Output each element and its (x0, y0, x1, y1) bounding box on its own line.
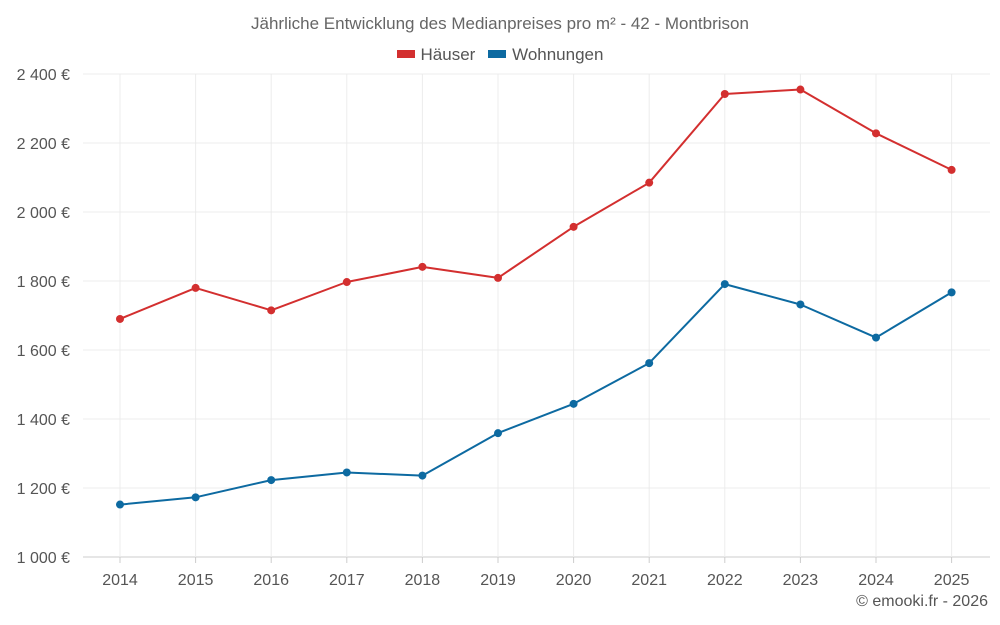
data-point-wohnungen[interactable] (645, 359, 654, 368)
legend-label-haeuser: Häuser (420, 44, 476, 64)
x-tick-label: 2017 (329, 572, 365, 589)
data-point-haeuser[interactable] (569, 222, 578, 231)
x-tick-label: 2020 (556, 572, 592, 589)
legend-label-wohnungen: Wohnungen (512, 44, 604, 64)
x-tick-label: 2018 (405, 572, 441, 589)
x-tick-label: 2023 (783, 572, 819, 589)
x-tick-label: 2014 (102, 572, 138, 589)
y-tick-label: 2 000 € (17, 205, 70, 222)
x-tick-label: 2021 (631, 572, 667, 589)
data-point-haeuser[interactable] (267, 306, 276, 315)
x-tick-label: 2025 (934, 572, 970, 589)
data-point-wohnungen[interactable] (947, 288, 956, 297)
chart-title: Jährliche Entwicklung des Medianpreises … (251, 14, 749, 33)
data-point-wohnungen[interactable] (569, 399, 578, 408)
data-point-wohnungen[interactable] (342, 468, 351, 477)
x-tick-label: 2015 (178, 572, 214, 589)
y-tick-label: 1 600 € (17, 343, 70, 360)
series-line-haeuser (119, 88, 953, 320)
y-tick-label: 2 400 € (17, 67, 70, 84)
y-tick-label: 1 200 € (17, 481, 70, 498)
y-tick-label: 1 400 € (17, 412, 70, 429)
data-point-haeuser[interactable] (116, 314, 124, 323)
legend-item-wohnungen[interactable]: Wohnungen (488, 45, 603, 65)
legend-swatch-haeuser (396, 50, 415, 59)
x-tick-label: 2024 (858, 572, 894, 589)
data-point-haeuser[interactable] (796, 85, 805, 94)
data-point-haeuser[interactable] (191, 283, 200, 292)
data-point-haeuser[interactable] (720, 90, 729, 99)
legend: Häuser Wohnungen (0, 44, 1000, 65)
data-point-haeuser[interactable] (872, 129, 880, 138)
y-tick-label: 1 000 € (17, 550, 70, 567)
data-point-haeuser[interactable] (947, 165, 956, 174)
y-tick-label: 2 200 € (17, 136, 70, 153)
legend-swatch-wohnungen (488, 50, 507, 59)
data-point-wohnungen[interactable] (191, 493, 200, 502)
y-tick-label: 1 800 € (17, 274, 70, 291)
x-tick-label: 2022 (707, 572, 743, 589)
data-point-wohnungen[interactable] (872, 333, 880, 342)
data-point-haeuser[interactable] (494, 273, 502, 282)
x-tick-label: 2016 (253, 572, 289, 589)
x-tick-label: 2019 (480, 572, 516, 589)
data-point-wohnungen[interactable] (494, 429, 502, 438)
data-point-haeuser[interactable] (645, 178, 654, 187)
data-point-wohnungen[interactable] (796, 300, 805, 309)
data-point-wohnungen[interactable] (720, 280, 729, 289)
data-point-haeuser[interactable] (342, 278, 351, 287)
legend-item-haeuser[interactable]: Häuser (396, 44, 476, 65)
data-point-wohnungen[interactable] (418, 471, 427, 480)
copyright-text: © emooki.fr - 2026 (856, 593, 988, 610)
series-line-wohnungen (119, 283, 953, 506)
data-point-wohnungen[interactable] (116, 500, 124, 509)
data-point-haeuser[interactable] (418, 262, 427, 271)
data-point-wohnungen[interactable] (267, 476, 276, 485)
